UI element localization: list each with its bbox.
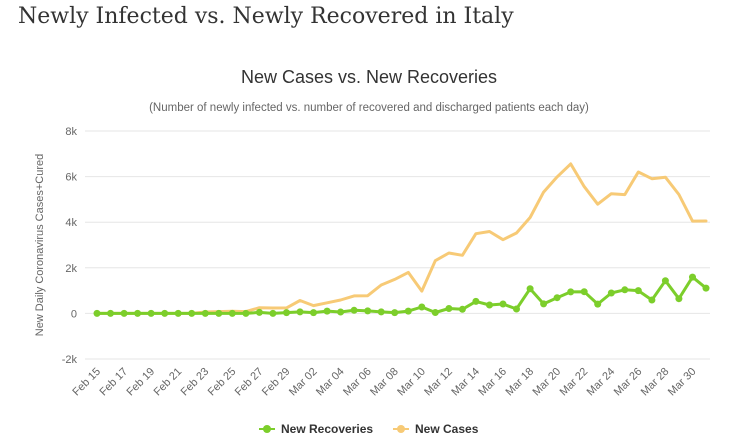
data-point[interactable] (580, 288, 588, 296)
series-new-recoveries (93, 273, 710, 317)
y-axis-title: New Daily Coronavirus Cases+Cured (34, 154, 46, 337)
data-point[interactable] (499, 300, 507, 308)
legend-marker-new-cases (397, 425, 405, 433)
legend-label-new-cases: New Cases (415, 422, 479, 436)
data-point[interactable] (689, 273, 696, 281)
data-point[interactable] (120, 309, 128, 317)
y-tick-label: 4k (65, 217, 77, 229)
legend[interactable]: New Recoveries New Cases (259, 422, 479, 436)
data-point[interactable] (675, 295, 683, 303)
legend-item-new-cases[interactable]: New Cases (393, 422, 479, 436)
data-point[interactable] (486, 301, 493, 309)
data-point[interactable] (621, 286, 629, 294)
data-point[interactable] (323, 307, 331, 315)
y-axis: -2k 0 2k 4k 6k 8k (62, 126, 78, 366)
x-tick-label: Mar 08 (368, 366, 401, 399)
data-point[interactable] (431, 309, 439, 316)
data-point[interactable] (364, 307, 372, 315)
data-point[interactable] (107, 309, 114, 317)
data-point[interactable] (661, 277, 669, 285)
y-tick-label: 2k (65, 263, 77, 275)
x-tick-label: Feb 23 (179, 366, 212, 399)
legend-marker-new-recoveries (263, 425, 271, 433)
x-tick-label: Mar 12 (422, 366, 455, 399)
data-point[interactable] (93, 309, 101, 317)
data-point[interactable] (161, 309, 169, 317)
chart-subtitle: (Number of newly infected vs. number of … (149, 102, 589, 114)
data-point[interactable] (188, 309, 196, 317)
data-point[interactable] (377, 308, 385, 316)
data-point[interactable] (553, 294, 561, 302)
x-tick-label: Mar 04 (314, 366, 347, 399)
x-tick-label: Feb 25 (206, 366, 239, 399)
data-point[interactable] (458, 305, 466, 313)
data-point[interactable] (607, 289, 615, 297)
x-tick-label: Mar 06 (341, 366, 374, 399)
data-point[interactable] (472, 297, 480, 305)
data-point[interactable] (418, 303, 426, 311)
x-tick-label: Mar 02 (287, 366, 320, 399)
x-tick-label: Mar 28 (639, 366, 672, 399)
x-tick-label: Mar 18 (503, 366, 536, 399)
x-tick-label: Mar 20 (531, 366, 564, 399)
data-point[interactable] (391, 309, 399, 317)
data-point[interactable] (242, 309, 250, 317)
chart-title: New Cases vs. New Recoveries (241, 67, 497, 87)
y-tick-label: -2k (62, 354, 78, 366)
series-line-new-recoveries (95, 275, 708, 315)
legend-label-new-recoveries: New Recoveries (281, 422, 373, 436)
y-tick-label: 8k (65, 126, 77, 138)
y-tick-label: 6k (65, 172, 77, 184)
x-tick-label: Mar 24 (585, 366, 618, 399)
x-tick-label: Feb 21 (152, 366, 185, 399)
page-heading: Newly Infected vs. Newly Recovered in It… (18, 4, 514, 29)
data-point[interactable] (526, 285, 534, 293)
x-tick-label: Mar 10 (395, 366, 428, 399)
legend-item-new-recoveries[interactable]: New Recoveries (259, 422, 373, 436)
x-tick-label: Feb 15 (70, 366, 103, 399)
x-tick-label: Feb 27 (233, 366, 266, 399)
data-point[interactable] (296, 308, 304, 316)
x-tick-label: Mar 14 (449, 366, 482, 399)
data-point[interactable] (269, 309, 277, 317)
data-point[interactable] (350, 306, 358, 314)
data-point[interactable] (255, 308, 263, 316)
x-tick-label: Mar 22 (558, 366, 591, 399)
data-point[interactable] (513, 305, 520, 313)
x-tick-label: Mar 16 (476, 366, 509, 399)
data-point[interactable] (147, 309, 155, 317)
data-point[interactable] (594, 300, 602, 308)
data-point[interactable] (648, 296, 656, 304)
series-layer (93, 162, 710, 317)
x-tick-label: Mar 30 (666, 366, 699, 399)
data-point[interactable] (174, 309, 182, 317)
data-point[interactable] (337, 308, 345, 316)
data-point[interactable] (445, 305, 453, 312)
data-point[interactable] (201, 309, 209, 317)
data-point[interactable] (567, 288, 575, 296)
data-point[interactable] (310, 309, 317, 317)
data-point[interactable] (134, 309, 142, 317)
data-point[interactable] (404, 307, 412, 315)
data-point[interactable] (215, 309, 223, 317)
x-tick-label: Feb 19 (125, 366, 158, 399)
data-point[interactable] (540, 300, 548, 308)
data-point[interactable] (702, 284, 710, 292)
x-tick-label: Feb 29 (260, 366, 293, 399)
x-tick-label: Mar 26 (612, 366, 645, 399)
data-point[interactable] (228, 309, 236, 317)
y-tick-label: 0 (71, 308, 77, 320)
gridlines (85, 130, 710, 360)
data-point[interactable] (283, 309, 290, 317)
data-point[interactable] (634, 287, 642, 295)
x-tick-label: Feb 17 (97, 366, 130, 399)
